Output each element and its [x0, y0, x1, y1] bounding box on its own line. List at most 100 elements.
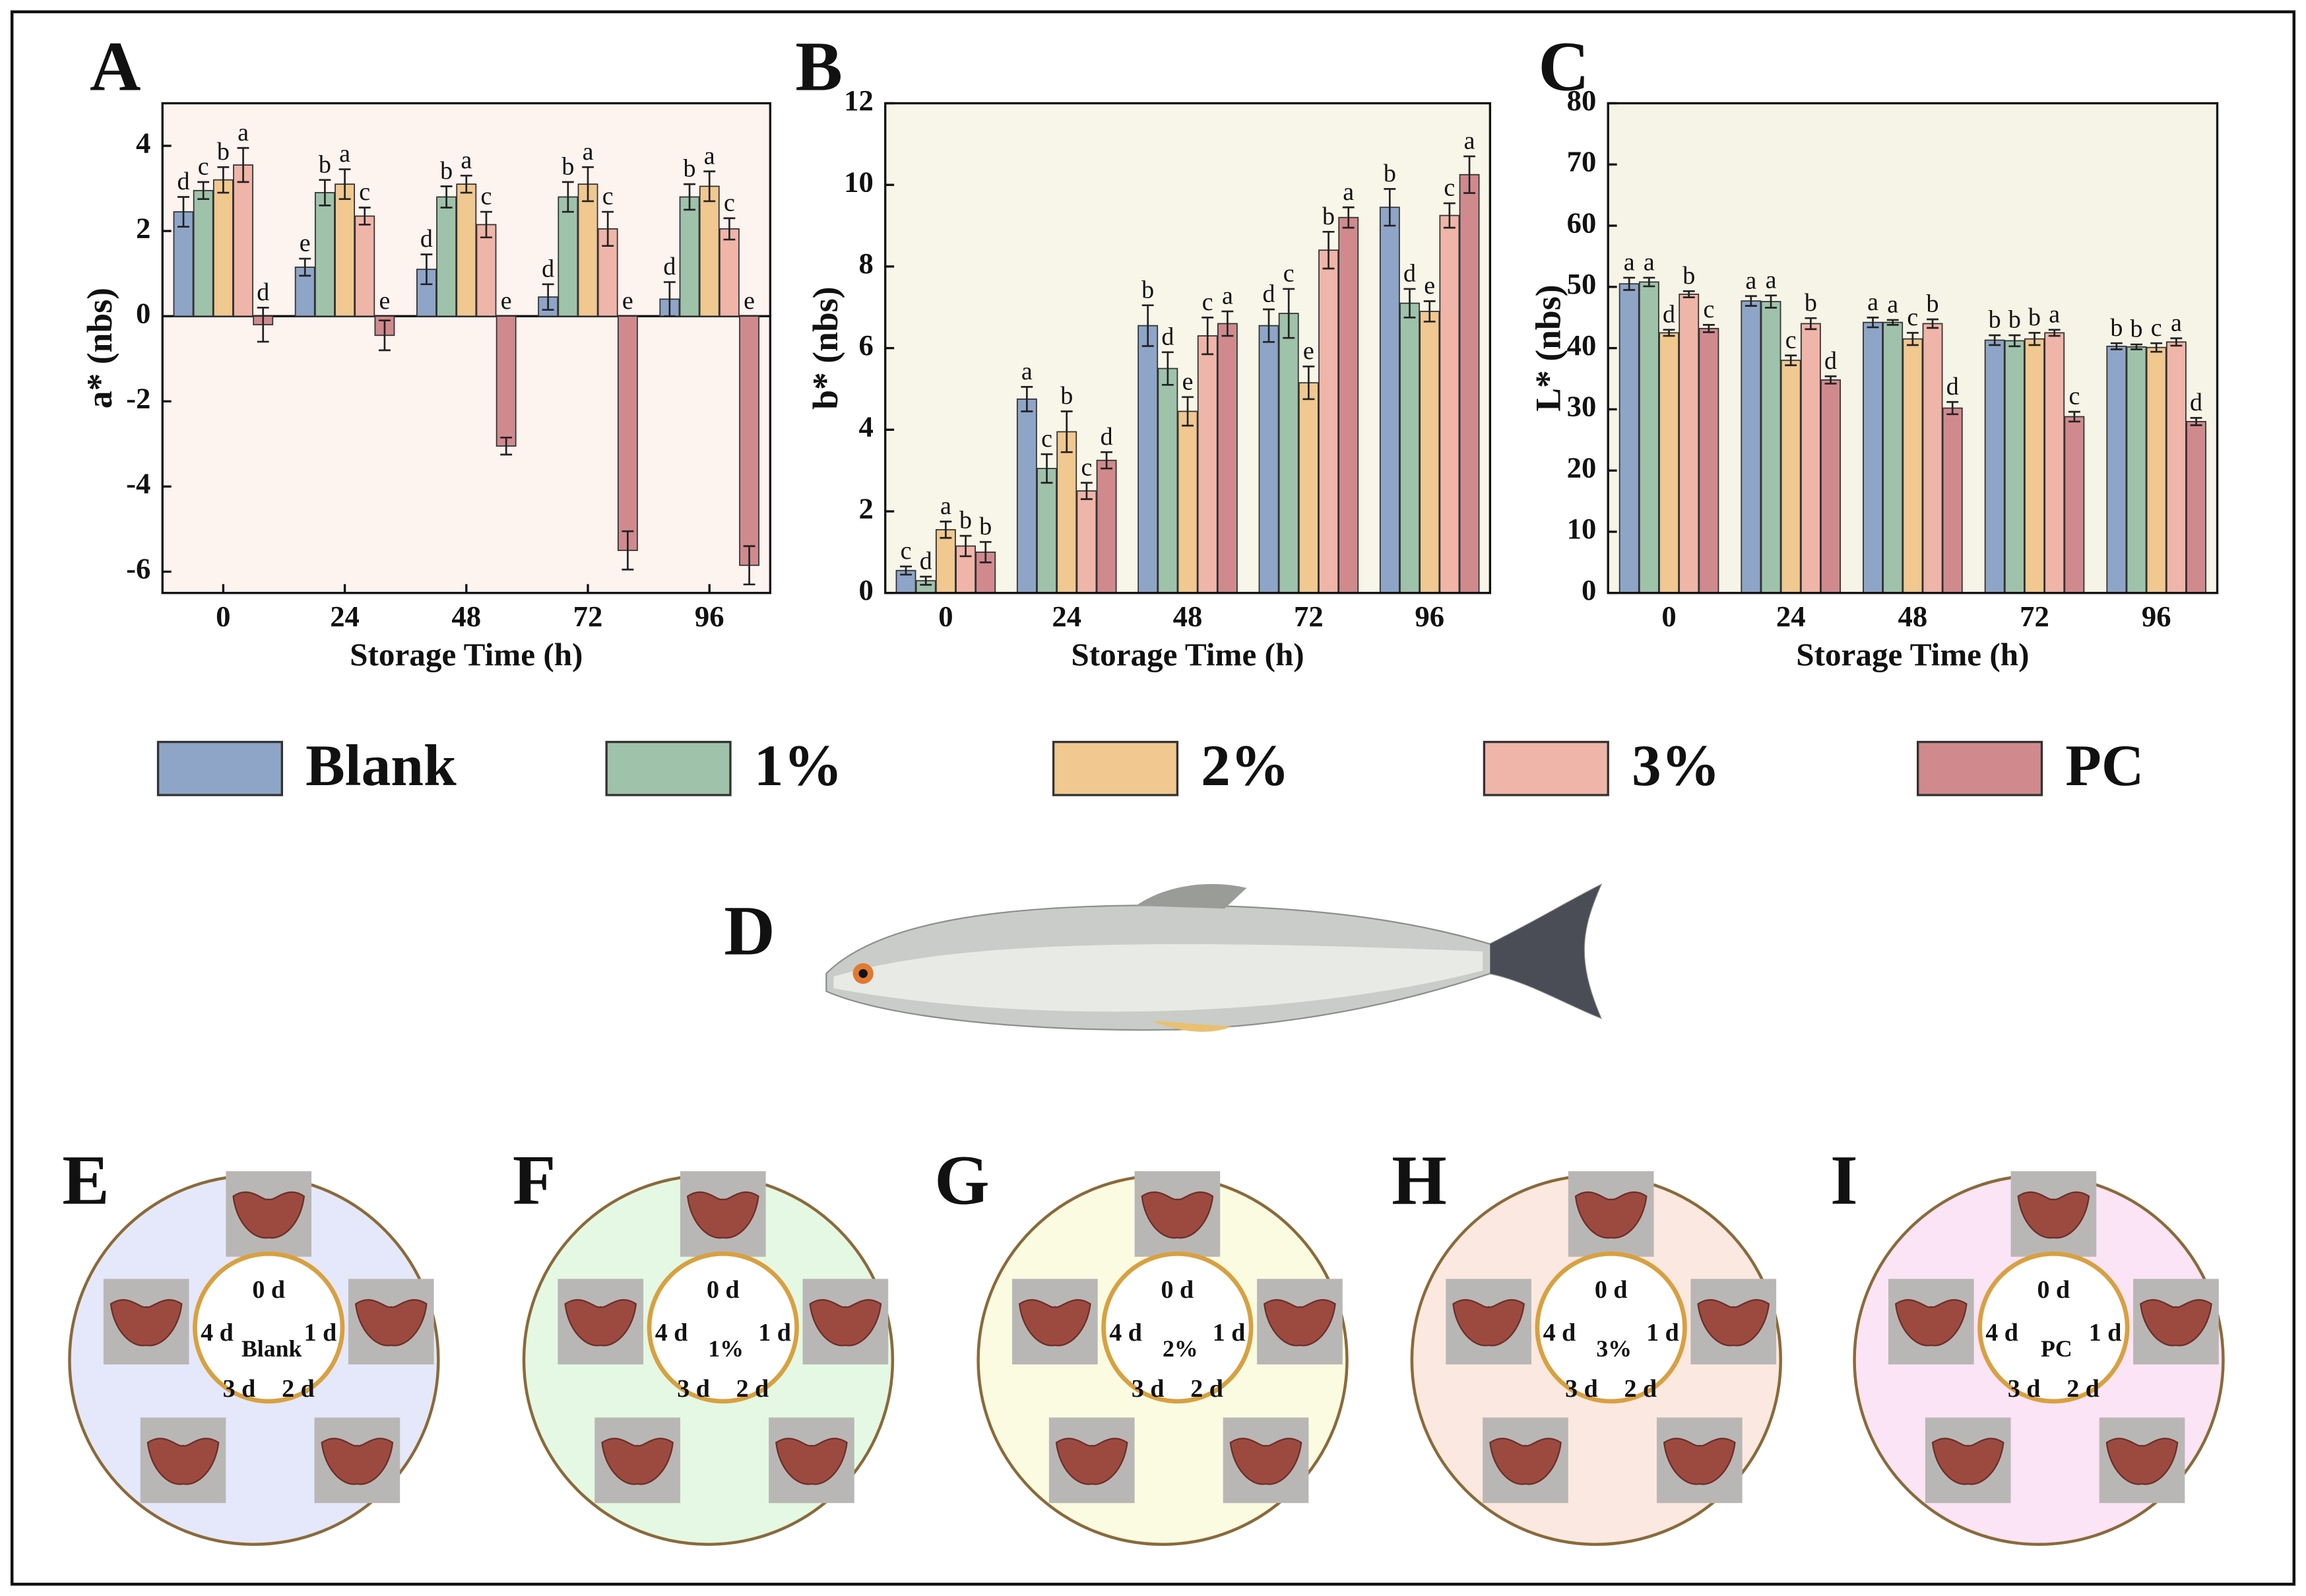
bar [2165, 341, 2187, 594]
sample-photo [226, 1171, 312, 1257]
inner-ring [1977, 1251, 2130, 1404]
day-label: 4 d [1985, 1319, 2018, 1347]
error-bar [622, 530, 634, 571]
y-tick-label: 0 [858, 573, 873, 606]
significance-letter: b [1927, 290, 1939, 318]
sample-photo [2099, 1417, 2185, 1504]
panel-letter: H [1392, 1141, 1446, 1219]
bar [1902, 338, 1923, 594]
bar [1016, 399, 1037, 594]
fish-fillet [110, 1299, 183, 1347]
significance-letter: a [1644, 249, 1655, 276]
bar [212, 179, 234, 317]
significance-letter: b [1141, 276, 1154, 303]
significance-letter: c [1907, 303, 1918, 331]
bar [719, 228, 740, 317]
error-bar [1682, 290, 1695, 298]
error-bar [743, 545, 755, 586]
bar [476, 224, 497, 317]
error-bar [1765, 294, 1777, 309]
bar [436, 196, 457, 317]
bar [2044, 332, 2065, 594]
significance-letter: d [2190, 389, 2202, 416]
bar [1659, 332, 1679, 594]
day-label: 2 d [2066, 1375, 2099, 1403]
bar [739, 315, 760, 566]
bar [354, 215, 375, 317]
fish-fillet [146, 1438, 220, 1485]
bar [1056, 431, 1077, 594]
sample-photo [103, 1279, 189, 1364]
y-tick-label: 10 [844, 165, 874, 198]
bar [1096, 459, 1117, 594]
significance-letter: a [339, 140, 350, 168]
sample-photo [2133, 1279, 2219, 1364]
error-bar [1060, 410, 1073, 453]
x-tick-label: 24 [1052, 600, 1081, 633]
significance-letter: a [1745, 267, 1756, 294]
y-tick-label: -2 [126, 382, 150, 415]
day-label: 4 d [655, 1319, 688, 1347]
sample-photo [558, 1279, 644, 1364]
day-label: 1 d [2089, 1319, 2122, 1347]
legend-label: 3% [1632, 733, 1720, 798]
day-label: 4 d [1109, 1319, 1142, 1347]
y-tick-label: -6 [126, 552, 150, 585]
error-bar [1643, 276, 1655, 288]
legend-label: 1% [754, 733, 843, 798]
significance-letter: d [920, 548, 932, 575]
significance-letter: b [440, 157, 453, 185]
bar [617, 315, 638, 552]
y-tick-label: 50 [1567, 267, 1597, 300]
error-bar [217, 166, 230, 194]
legend-label: 2% [1201, 733, 1289, 798]
significance-letter: e [1424, 272, 1435, 300]
significance-letter: a [1766, 266, 1777, 294]
significance-letter: e [1303, 337, 1314, 365]
day-label: 3 d [223, 1375, 256, 1403]
sample-photo [1257, 1279, 1343, 1364]
panel-letter: I [1830, 1141, 1858, 1219]
significance-letter: a [1867, 288, 1878, 316]
error-bar [1867, 316, 1879, 329]
error-bar [602, 210, 614, 247]
y-tick-label: 40 [1567, 329, 1597, 362]
error-bar [420, 253, 433, 286]
error-bar [1886, 319, 1899, 326]
bar [1217, 323, 1238, 594]
y-tick-label: 20 [1567, 451, 1597, 484]
day-label: 0 d [1161, 1276, 1194, 1304]
x-tick-label: 48 [1173, 600, 1203, 633]
error-bar [582, 166, 594, 203]
fish-fillet [2105, 1438, 2179, 1485]
significance-letter: d [1263, 280, 1275, 307]
x-tick-label: 96 [1415, 600, 1444, 633]
bar [2126, 346, 2147, 594]
day-label: 1 d [1646, 1319, 1679, 1347]
sample-photo [1446, 1279, 1531, 1364]
fish-fillet [1574, 1191, 1648, 1239]
error-bar [1221, 310, 1234, 337]
error-bar [1623, 276, 1636, 291]
bar [1863, 321, 1883, 594]
error-bar [1384, 188, 1396, 227]
y-tick-label: 10 [1567, 512, 1597, 545]
significance-letter: b [2028, 303, 2041, 331]
bar [456, 183, 477, 317]
bar [2146, 346, 2167, 594]
bar [1439, 214, 1460, 594]
day-label: 3 d [1565, 1375, 1598, 1403]
sample-photo [314, 1417, 400, 1504]
error-bar [1946, 400, 1959, 416]
bar [496, 315, 517, 447]
bar [1278, 313, 1299, 594]
significance-letter: e [379, 287, 390, 315]
day-label: 1 d [758, 1319, 791, 1347]
significance-letter: c [724, 189, 735, 216]
panel-letter: B [795, 27, 843, 106]
bar [1419, 311, 1440, 594]
significance-letter: c [1283, 260, 1295, 288]
day-label: 3 d [1132, 1375, 1165, 1403]
bar [1942, 407, 1963, 594]
